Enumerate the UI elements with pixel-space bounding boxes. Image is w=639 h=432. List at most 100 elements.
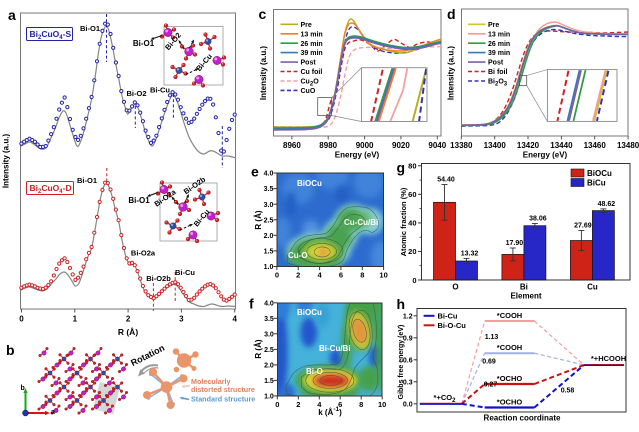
svg-text:Energy (eV): Energy (eV) bbox=[523, 150, 568, 159]
svg-text:Bi foil: Bi foil bbox=[488, 69, 507, 76]
svg-text:2.0: 2.0 bbox=[264, 233, 274, 240]
svg-text:Cu2O: Cu2O bbox=[301, 79, 320, 88]
svg-text:39 min: 39 min bbox=[301, 50, 323, 57]
svg-text:Bi-O-Cu: Bi-O-Cu bbox=[438, 321, 467, 330]
svg-text:b: b bbox=[21, 385, 25, 392]
svg-text:Cu foil: Cu foil bbox=[301, 69, 323, 76]
svg-text:13400: 13400 bbox=[484, 141, 507, 150]
svg-text:3.0: 3.0 bbox=[264, 331, 274, 338]
svg-text:0: 0 bbox=[275, 271, 279, 280]
svg-text:38.06: 38.06 bbox=[529, 216, 547, 223]
svg-text:*COOH: *COOH bbox=[497, 311, 522, 320]
svg-text:Intensity (a.u.): Intensity (a.u.) bbox=[2, 134, 11, 189]
svg-text:8: 8 bbox=[359, 400, 363, 409]
svg-text:9020: 9020 bbox=[392, 141, 410, 150]
svg-text:R (Å): R (Å) bbox=[254, 339, 263, 358]
svg-text:Bi-Cu: Bi-Cu bbox=[150, 86, 170, 95]
svg-text:0.58: 0.58 bbox=[561, 388, 575, 395]
svg-text:Cu-O: Cu-O bbox=[288, 251, 308, 260]
svg-text:8: 8 bbox=[360, 271, 364, 280]
svg-text:1.0: 1.0 bbox=[264, 264, 274, 271]
svg-text:Reaction coordinate: Reaction coordinate bbox=[484, 414, 561, 423]
svg-text:0.69: 0.69 bbox=[482, 359, 496, 366]
svg-text:Cu: Cu bbox=[587, 283, 598, 292]
svg-text:0.6: 0.6 bbox=[403, 357, 413, 364]
svg-text:Bi2O3: Bi2O3 bbox=[488, 79, 508, 88]
svg-text:BiOCu: BiOCu bbox=[297, 179, 322, 188]
svg-text:3.0: 3.0 bbox=[264, 202, 274, 209]
svg-text:Bi-Cu: Bi-Cu bbox=[175, 268, 195, 277]
svg-text:Atomic fraction (%): Atomic fraction (%) bbox=[399, 187, 408, 256]
svg-text:17.90: 17.90 bbox=[506, 240, 524, 247]
svg-text:4: 4 bbox=[317, 400, 322, 409]
svg-text:Bi-O: Bi-O bbox=[306, 367, 323, 376]
svg-text:3.5: 3.5 bbox=[264, 186, 274, 193]
svg-text:CuO: CuO bbox=[301, 88, 316, 95]
svg-text:4.0: 4.0 bbox=[264, 300, 274, 307]
svg-text:Cu-Cu/Bi: Cu-Cu/Bi bbox=[344, 218, 378, 227]
svg-text:a: a bbox=[51, 409, 55, 416]
svg-text:Pre: Pre bbox=[488, 22, 499, 29]
svg-text:27.69: 27.69 bbox=[574, 223, 592, 230]
svg-text:*+CO2: *+CO2 bbox=[434, 393, 457, 404]
svg-text:*COOH: *COOH bbox=[497, 343, 522, 352]
svg-text:2: 2 bbox=[126, 315, 131, 324]
svg-text:9040: 9040 bbox=[428, 141, 446, 150]
svg-text:1.0: 1.0 bbox=[264, 394, 274, 401]
svg-text:26 min: 26 min bbox=[488, 41, 510, 48]
svg-text:26 min: 26 min bbox=[301, 41, 323, 48]
svg-text:4.0: 4.0 bbox=[264, 171, 274, 178]
svg-text:13.32: 13.32 bbox=[461, 250, 479, 257]
svg-text:Bi-O2b: Bi-O2b bbox=[146, 274, 171, 283]
svg-text:2: 2 bbox=[296, 400, 300, 409]
svg-text:g: g bbox=[397, 160, 406, 176]
svg-text:*OCHO: *OCHO bbox=[497, 398, 523, 407]
svg-text:0.9: 0.9 bbox=[403, 335, 413, 342]
svg-text:Bi-O1: Bi-O1 bbox=[128, 196, 150, 205]
svg-text:Bi-Cu: Bi-Cu bbox=[438, 311, 458, 320]
svg-text:0.27: 0.27 bbox=[484, 382, 498, 389]
svg-text:c: c bbox=[259, 6, 267, 22]
svg-text:Standard structure: Standard structure bbox=[191, 395, 255, 404]
svg-text:54.40: 54.40 bbox=[437, 177, 455, 184]
svg-text:O: O bbox=[452, 283, 458, 292]
svg-text:Bi-Cu/Bi: Bi-Cu/Bi bbox=[319, 344, 351, 353]
svg-text:Pre: Pre bbox=[301, 22, 312, 29]
svg-text:4: 4 bbox=[318, 271, 323, 280]
svg-text:39 min: 39 min bbox=[488, 50, 510, 57]
svg-text:R (Å): R (Å) bbox=[118, 327, 138, 337]
svg-text:Post: Post bbox=[488, 60, 504, 67]
svg-text:distorted structure: distorted structure bbox=[191, 385, 255, 394]
svg-text:0: 0 bbox=[275, 400, 279, 409]
svg-text:2.0: 2.0 bbox=[264, 363, 274, 370]
svg-text:9000: 9000 bbox=[356, 141, 374, 150]
svg-text:6: 6 bbox=[338, 400, 342, 409]
svg-text:48.62: 48.62 bbox=[598, 201, 616, 208]
svg-text:Post: Post bbox=[301, 60, 317, 67]
svg-text:h: h bbox=[397, 296, 406, 312]
svg-text:f: f bbox=[249, 296, 254, 312]
svg-text:1.2: 1.2 bbox=[403, 313, 413, 320]
svg-text:10: 10 bbox=[379, 271, 387, 280]
svg-text:a: a bbox=[8, 7, 16, 23]
svg-text:40: 40 bbox=[408, 219, 416, 228]
svg-text:Intensity (a.u.): Intensity (a.u.) bbox=[447, 46, 456, 101]
svg-text:0.0: 0.0 bbox=[403, 401, 413, 408]
svg-text:3.5: 3.5 bbox=[264, 316, 274, 323]
svg-text:2: 2 bbox=[296, 271, 300, 280]
svg-text:8960: 8960 bbox=[283, 141, 301, 150]
svg-text:Bi-O1: Bi-O1 bbox=[80, 24, 100, 33]
svg-text:20: 20 bbox=[408, 247, 416, 256]
svg-text:BiOCu: BiOCu bbox=[297, 308, 322, 317]
svg-text:Bi: Bi bbox=[520, 283, 528, 292]
svg-text:1: 1 bbox=[73, 315, 78, 324]
svg-text:0: 0 bbox=[412, 276, 416, 285]
svg-text:0.3: 0.3 bbox=[403, 379, 413, 386]
svg-text:1.13: 1.13 bbox=[485, 334, 499, 341]
svg-text:b: b bbox=[6, 342, 15, 358]
svg-text:d: d bbox=[447, 6, 456, 22]
svg-text:4: 4 bbox=[232, 315, 237, 324]
svg-text:0: 0 bbox=[19, 315, 24, 324]
svg-text:BiCu: BiCu bbox=[587, 179, 606, 188]
svg-text:1.5: 1.5 bbox=[264, 249, 274, 256]
